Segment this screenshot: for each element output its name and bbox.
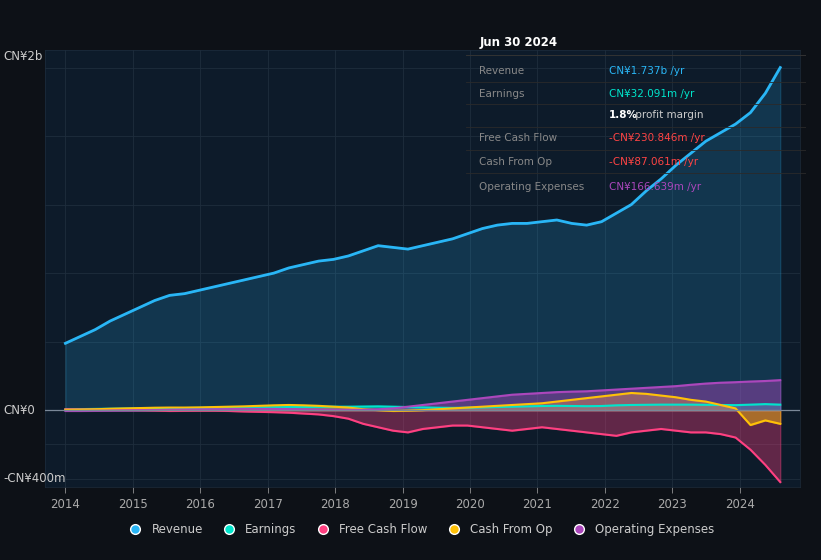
Text: Earnings: Earnings (479, 89, 525, 99)
Text: Operating Expenses: Operating Expenses (479, 181, 585, 192)
Legend: Revenue, Earnings, Free Cash Flow, Cash From Op, Operating Expenses: Revenue, Earnings, Free Cash Flow, Cash … (118, 518, 719, 540)
Text: Cash From Op: Cash From Op (479, 156, 553, 166)
Text: -CN¥400m: -CN¥400m (3, 472, 67, 485)
Text: CN¥166.639m /yr: CN¥166.639m /yr (608, 181, 701, 192)
Text: Free Cash Flow: Free Cash Flow (479, 133, 557, 143)
Text: 1.8%: 1.8% (608, 110, 638, 120)
Text: Jun 30 2024: Jun 30 2024 (479, 36, 557, 49)
Text: CN¥2b: CN¥2b (3, 50, 43, 63)
Text: CN¥32.091m /yr: CN¥32.091m /yr (608, 89, 694, 99)
Text: -CN¥230.846m /yr: -CN¥230.846m /yr (608, 133, 704, 143)
Text: profit margin: profit margin (632, 110, 704, 120)
Text: Revenue: Revenue (479, 66, 525, 76)
Text: -CN¥87.061m /yr: -CN¥87.061m /yr (608, 156, 698, 166)
Text: CN¥0: CN¥0 (3, 404, 35, 417)
Text: CN¥1.737b /yr: CN¥1.737b /yr (608, 66, 684, 76)
